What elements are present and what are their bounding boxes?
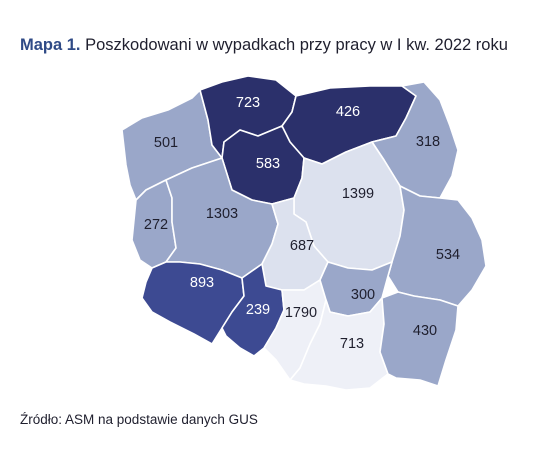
region-value-opolskie: 239 [246, 302, 270, 318]
region-podkarpackie [379, 291, 459, 387]
region-value-lubuskie: 272 [144, 217, 168, 233]
region-value-swietokrzyskie: 300 [351, 287, 375, 303]
region-opolskie [221, 263, 285, 357]
region-value-podlaskie: 318 [416, 134, 440, 150]
region-value-mazowieckie: 1399 [342, 186, 374, 202]
region-value-warminsko-mazurskie: 426 [336, 104, 360, 120]
region-lubelskie [387, 185, 487, 307]
source-note: Źródło: ASM na podstawie danych GUS [20, 412, 258, 427]
region-value-dolnoslaskie: 893 [190, 275, 214, 291]
map-title-text: Poszkodowani w wypadkach przy pracy w I … [85, 36, 508, 54]
region-malopolskie [289, 297, 389, 391]
region-value-podkarpackie: 430 [413, 323, 437, 339]
region-value-pomorskie: 723 [236, 95, 260, 111]
region-value-slaskie: 1790 [285, 305, 317, 321]
region-value-malopolskie: 713 [340, 336, 364, 352]
region-value-lodzkie: 687 [290, 238, 314, 254]
region-value-kujawsko-pomorskie: 583 [256, 156, 280, 172]
map-title-lead: Mapa 1. [20, 36, 81, 54]
region-value-wielkopolskie: 1303 [206, 206, 238, 222]
region-value-lubelskie: 534 [436, 247, 460, 263]
map-title: Mapa 1. Poszkodowani w wypadkach przy pr… [20, 36, 508, 55]
region-value-zachodniopomorskie: 501 [154, 135, 178, 151]
